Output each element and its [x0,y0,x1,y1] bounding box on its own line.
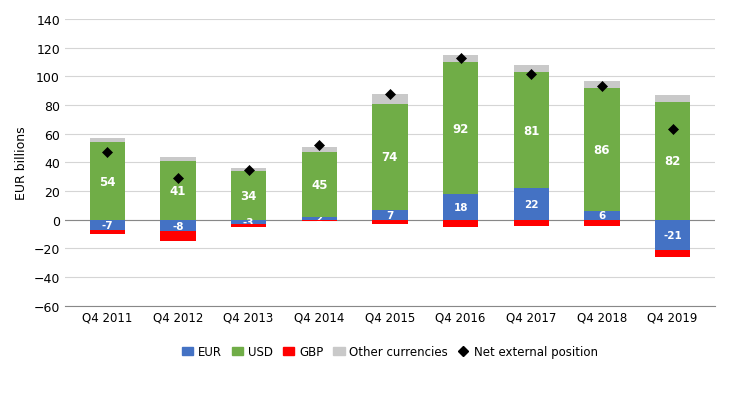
Bar [301,153,337,218]
Text: 81: 81 [523,124,539,137]
Bar [514,220,549,226]
Bar [584,212,620,220]
Bar [655,103,691,220]
Bar [514,189,549,220]
Bar [231,169,266,172]
Bar [655,220,691,250]
Text: 6: 6 [599,211,606,221]
Bar [231,225,266,227]
Text: 41: 41 [169,184,186,198]
Text: 45: 45 [311,179,328,192]
Bar [160,220,196,232]
Bar [231,220,266,225]
Bar [584,81,620,89]
Bar [160,157,196,162]
Text: 92: 92 [453,122,469,135]
Legend: EUR, USD, GBP, Other currencies, Net external position: EUR, USD, GBP, Other currencies, Net ext… [177,341,603,363]
Text: 7: 7 [386,210,393,220]
Text: 18: 18 [453,202,468,212]
Bar [301,147,337,153]
Y-axis label: EUR billions: EUR billions [15,126,28,200]
Bar [514,73,549,189]
Bar [443,56,478,63]
Bar [301,218,337,220]
Text: -7: -7 [101,220,113,230]
Text: 34: 34 [240,189,257,202]
Text: 74: 74 [382,151,398,164]
Bar [90,220,125,230]
Text: -3: -3 [243,218,254,227]
Bar [372,104,407,210]
Text: 86: 86 [593,144,610,157]
Text: 2: 2 [315,214,323,224]
Bar [90,143,125,220]
Bar [231,172,266,220]
Bar [443,195,478,220]
Bar [655,96,691,103]
Bar [655,250,691,257]
Bar [372,210,407,220]
Bar [301,220,337,222]
Bar [90,139,125,143]
Text: 82: 82 [664,155,681,168]
Bar [584,89,620,212]
Text: 54: 54 [99,175,115,188]
Bar [372,220,407,225]
Text: -8: -8 [172,221,184,231]
Text: -21: -21 [664,230,682,240]
Bar [443,220,478,227]
Text: 22: 22 [524,200,539,209]
Bar [160,232,196,242]
Bar [514,66,549,73]
Bar [160,162,196,220]
Bar [584,220,620,226]
Bar [90,230,125,235]
Bar [372,94,407,104]
Bar [443,63,478,195]
